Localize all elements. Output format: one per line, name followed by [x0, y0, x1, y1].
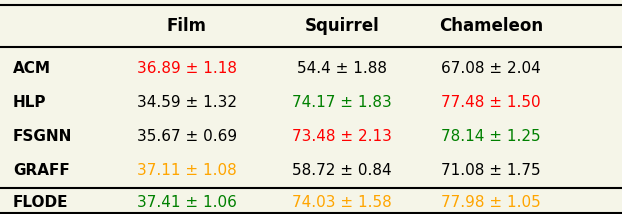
- Text: 34.59 ± 1.32: 34.59 ± 1.32: [137, 95, 237, 110]
- Text: FSGNN: FSGNN: [13, 129, 73, 144]
- Text: FLODE: FLODE: [13, 195, 68, 210]
- Text: 54.4 ± 1.88: 54.4 ± 1.88: [297, 61, 387, 76]
- Text: ACM: ACM: [13, 61, 51, 76]
- Text: 37.41 ± 1.06: 37.41 ± 1.06: [137, 195, 237, 210]
- Text: 36.89 ± 1.18: 36.89 ± 1.18: [137, 61, 237, 76]
- Text: 74.17 ± 1.83: 74.17 ± 1.83: [292, 95, 392, 110]
- Text: 78.14 ± 1.25: 78.14 ± 1.25: [441, 129, 541, 144]
- Text: 77.98 ± 1.05: 77.98 ± 1.05: [441, 195, 541, 210]
- Text: HLP: HLP: [13, 95, 47, 110]
- Text: GRAFF: GRAFF: [13, 163, 70, 178]
- Text: 74.03 ± 1.58: 74.03 ± 1.58: [292, 195, 392, 210]
- Text: Film: Film: [167, 17, 207, 35]
- Text: 35.67 ± 0.69: 35.67 ± 0.69: [137, 129, 237, 144]
- Text: Chameleon: Chameleon: [439, 17, 543, 35]
- Text: Squirrel: Squirrel: [305, 17, 379, 35]
- Text: 73.48 ± 2.13: 73.48 ± 2.13: [292, 129, 392, 144]
- Text: 77.48 ± 1.50: 77.48 ± 1.50: [441, 95, 541, 110]
- Text: 67.08 ± 2.04: 67.08 ± 2.04: [441, 61, 541, 76]
- Text: 71.08 ± 1.75: 71.08 ± 1.75: [441, 163, 541, 178]
- Text: 37.11 ± 1.08: 37.11 ± 1.08: [137, 163, 237, 178]
- Text: 58.72 ± 0.84: 58.72 ± 0.84: [292, 163, 392, 178]
